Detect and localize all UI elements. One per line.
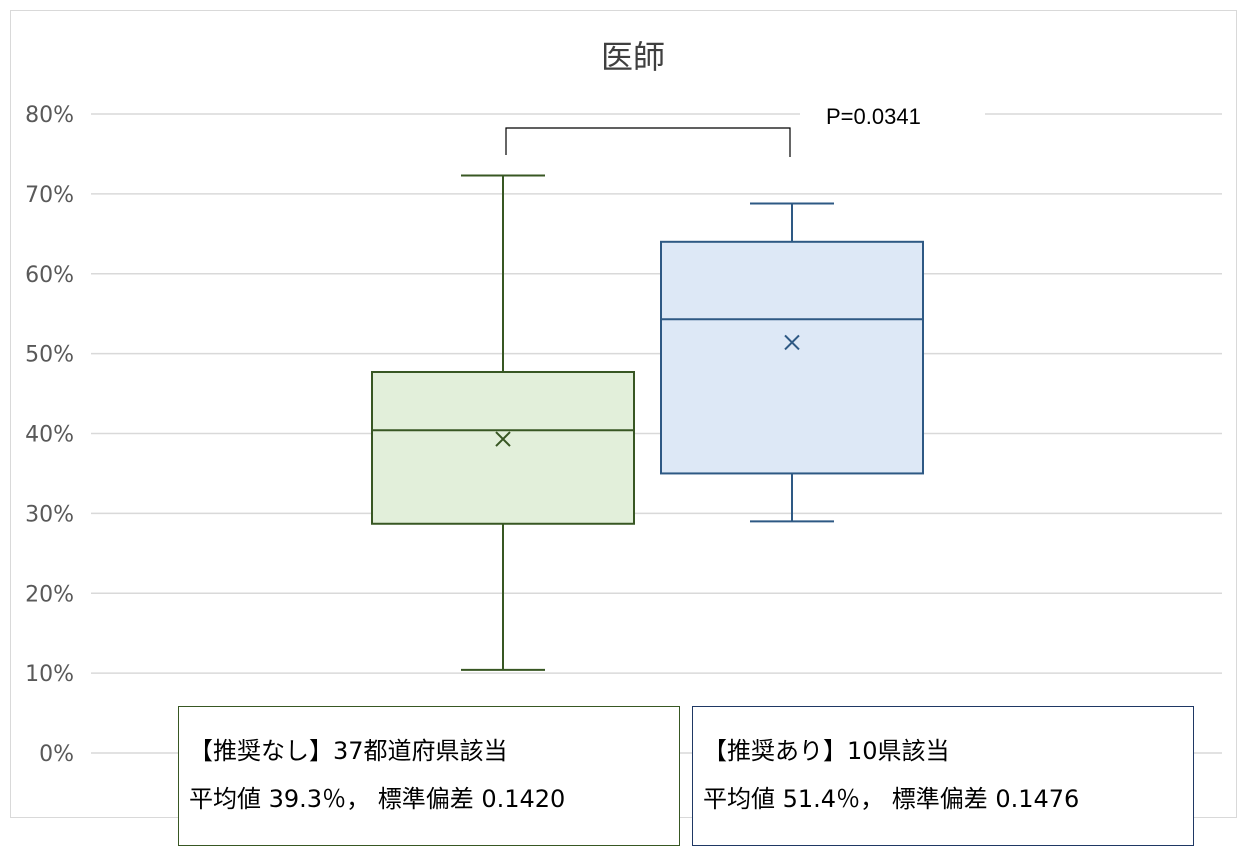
- grid-lines: [91, 113, 1222, 754]
- mean-value: 39.3: [268, 785, 323, 813]
- iqr-box: [660, 240, 924, 475]
- info-suffix: 都道府県該当: [363, 737, 508, 765]
- y-tick-label: 70%: [25, 183, 74, 208]
- info-box-with-recommendation-line2: 平均値 51.4％， 標準偏差 0.1476: [703, 775, 1193, 823]
- p-value-label: P=0.0341: [826, 104, 921, 129]
- y-tick-label: 30%: [25, 502, 74, 527]
- y-tick-label: 20%: [25, 582, 74, 607]
- sd-value: 0.1476: [995, 785, 1080, 813]
- mean-marker: [784, 334, 800, 351]
- sd-value: 0.1420: [481, 785, 566, 813]
- y-tick-label: 10%: [25, 662, 74, 687]
- info-box-with-recommendation-line1: 【推奨あり】10県該当: [703, 727, 1193, 775]
- box-series: [371, 174, 924, 671]
- mean-label: 平均値: [189, 785, 269, 813]
- bracket-line: [505, 127, 791, 157]
- y-tick-label: 80%: [25, 103, 74, 128]
- info-label: 【推奨なし】: [189, 737, 333, 765]
- mean-value: 51.4: [782, 785, 837, 813]
- sd-label: ％， 標準偏差: [322, 785, 482, 813]
- iqr-box: [371, 370, 635, 525]
- box-group: [660, 202, 924, 523]
- chart-title: 医師: [601, 38, 665, 76]
- info-count: 37: [333, 737, 364, 765]
- info-box-with-recommendation: 【推奨あり】10県該当 平均値 51.4％， 標準偏差 0.1476: [692, 706, 1194, 846]
- info-box-no-recommendation: 【推奨なし】37都道府県該当 平均値 39.3％， 標準偏差 0.1420: [178, 706, 680, 846]
- box-group: [371, 174, 635, 671]
- significance-bracket: P=0.0341: [505, 104, 921, 157]
- info-box-no-recommendation-line2: 平均値 39.3％， 標準偏差 0.1420: [189, 775, 679, 823]
- y-tick-label: 50%: [25, 343, 74, 368]
- box-plot-chart: 医師 0% 10% 20% 30% 40% 50% 60% 70% 80% P=0.0341: [25, 38, 1222, 767]
- y-tick-label: 40%: [25, 423, 74, 448]
- info-box-no-recommendation-line1: 【推奨なし】37都道府県該当: [189, 727, 679, 775]
- y-axis-ticks: 0% 10% 20% 30% 40% 50% 60% 70% 80%: [25, 103, 74, 767]
- info-count: 10: [847, 737, 878, 765]
- y-tick-label: 0%: [39, 742, 74, 767]
- info-suffix: 県該当: [877, 737, 950, 765]
- mean-marker: [495, 431, 511, 447]
- info-label: 【推奨あり】: [703, 737, 847, 765]
- y-tick-label: 60%: [25, 263, 74, 288]
- sd-label: ％， 標準偏差: [836, 785, 996, 813]
- mean-label: 平均値: [703, 785, 783, 813]
